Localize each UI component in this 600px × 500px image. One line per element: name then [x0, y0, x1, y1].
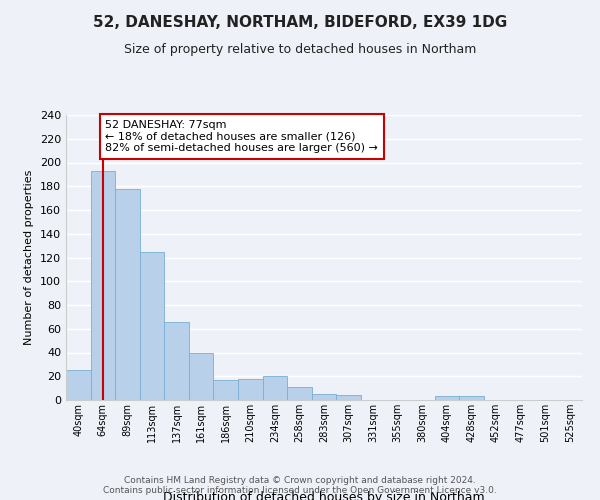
Bar — [287, 387, 312, 400]
X-axis label: Distribution of detached houses by size in Northam: Distribution of detached houses by size … — [163, 491, 485, 500]
Text: 52, DANESHAY, NORTHAM, BIDEFORD, EX39 1DG: 52, DANESHAY, NORTHAM, BIDEFORD, EX39 1D… — [93, 15, 507, 30]
Bar — [140, 252, 164, 400]
Text: Size of property relative to detached houses in Northam: Size of property relative to detached ho… — [124, 42, 476, 56]
Bar — [66, 370, 91, 400]
Text: Contains HM Land Registry data © Crown copyright and database right 2024.
Contai: Contains HM Land Registry data © Crown c… — [103, 476, 497, 495]
Text: 52 DANESHAY: 77sqm
← 18% of detached houses are smaller (126)
82% of semi-detach: 52 DANESHAY: 77sqm ← 18% of detached hou… — [106, 120, 378, 153]
Bar — [312, 394, 336, 400]
Bar — [459, 396, 484, 400]
Bar — [189, 352, 214, 400]
Bar — [91, 171, 115, 400]
Bar — [115, 188, 140, 400]
Bar — [238, 378, 263, 400]
Bar — [434, 396, 459, 400]
Bar — [336, 395, 361, 400]
Bar — [263, 376, 287, 400]
Bar — [164, 322, 189, 400]
Y-axis label: Number of detached properties: Number of detached properties — [25, 170, 34, 345]
Bar — [214, 380, 238, 400]
